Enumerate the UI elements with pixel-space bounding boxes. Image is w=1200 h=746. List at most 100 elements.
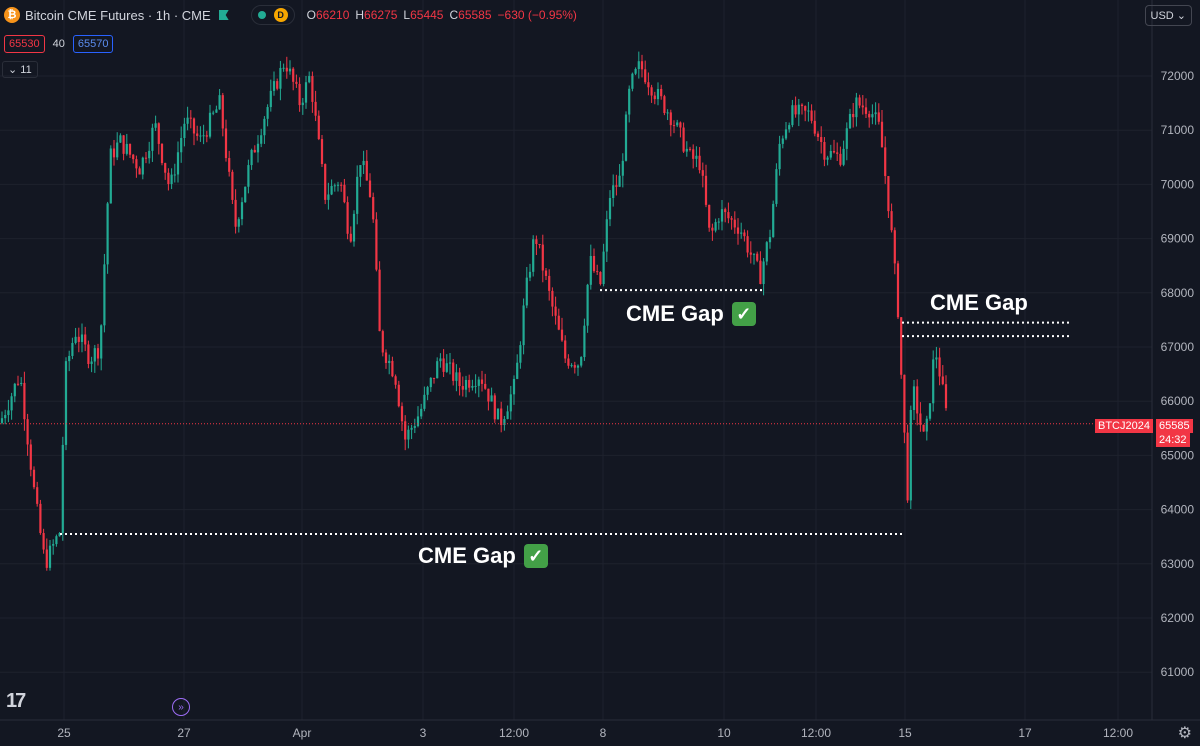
- candle-body: [784, 129, 788, 139]
- candle-body: [666, 112, 669, 114]
- candle-body: [180, 137, 183, 153]
- symbol-title[interactable]: Bitcoin CME Futures · 1h · CME: [25, 7, 211, 23]
- candle-body: [244, 186, 247, 203]
- candle-body: [432, 377, 436, 379]
- candle-body: [810, 110, 813, 121]
- candle-body: [503, 418, 506, 426]
- check-mark-icon: ✓: [731, 302, 756, 326]
- candle-body: [144, 157, 148, 159]
- candle-body: [480, 379, 484, 384]
- symbol-price-tag: BTCJ2024: [1095, 419, 1153, 433]
- price-tick-label: 64000: [1161, 503, 1195, 517]
- candle-body: [176, 152, 180, 175]
- grid-lines: [0, 0, 1152, 720]
- candle-body: [749, 252, 752, 255]
- candle-body: [935, 357, 938, 360]
- time-tick-label: 17: [1018, 726, 1032, 740]
- candle-body: [826, 157, 829, 160]
- candle-body: [669, 112, 672, 126]
- candle-body: [458, 372, 461, 387]
- candle-body: [109, 148, 112, 204]
- candle-body: [490, 395, 493, 402]
- candle-body: [276, 81, 279, 89]
- candle-body: [842, 148, 845, 165]
- price-axis[interactable]: 61000 62000 63000 64000 65000 66000 67000 68000…: [1161, 69, 1195, 679]
- candle-body: [148, 150, 151, 159]
- candle-body: [84, 334, 87, 345]
- goto-realtime-icon[interactable]: »: [172, 698, 190, 716]
- candle-body: [829, 151, 832, 158]
- candle-body: [682, 127, 685, 152]
- candle-body: [580, 357, 583, 366]
- candle-body: [218, 95, 221, 110]
- candle-body: [704, 175, 708, 205]
- candle-body: [317, 115, 320, 140]
- status-dot-icon: [257, 11, 266, 19]
- candle-body: [477, 379, 480, 386]
- candle-body: [637, 61, 640, 70]
- candle-body: [804, 106, 807, 111]
- candle-body: [621, 160, 624, 176]
- currency-selector[interactable]: USD ⌄: [1144, 5, 1192, 26]
- candle-body: [890, 211, 893, 231]
- time-tick-label: 12:00: [801, 726, 831, 740]
- candle-body: [724, 209, 727, 213]
- candle-body: [640, 61, 644, 70]
- candle-body: [471, 385, 474, 388]
- buy-button[interactable]: 65570: [72, 35, 114, 53]
- candle-body: [912, 386, 916, 411]
- candle-body: [525, 277, 528, 306]
- settings-gear-icon[interactable]: ⚙: [1177, 725, 1192, 742]
- candle-body: [573, 365, 576, 368]
- candle-body: [592, 255, 596, 272]
- sell-button[interactable]: 65530: [4, 35, 45, 53]
- candle-body: [916, 386, 919, 414]
- candle-body: [0, 418, 4, 423]
- candle-body: [919, 413, 922, 425]
- candle-body: [26, 419, 29, 445]
- candle-body: [887, 176, 890, 212]
- candle-body: [839, 153, 842, 165]
- candle-body: [132, 154, 135, 160]
- candle-body: [752, 253, 756, 255]
- candle-body: [231, 171, 234, 200]
- candle-body: [628, 88, 631, 115]
- candle-body: [509, 394, 512, 412]
- candle-body: [80, 334, 84, 342]
- candle-body: [884, 147, 887, 177]
- candle-body: [551, 290, 554, 307]
- candle-body: [212, 112, 215, 114]
- candle-body: [282, 67, 285, 69]
- price-tick-label: 65000: [1161, 448, 1195, 462]
- candle-body: [221, 95, 224, 129]
- time-axis[interactable]: 25 27 Apr 3 12:00 8 10 12:00 15 17 12:00: [57, 726, 1133, 740]
- candle-body: [394, 376, 397, 385]
- candle-body: [807, 110, 810, 112]
- candle-body: [496, 408, 500, 420]
- candle-body: [778, 143, 781, 170]
- candle-body: [762, 261, 765, 285]
- candle-body: [4, 415, 7, 419]
- indicators-toggle-button[interactable]: ⌄ 11: [2, 61, 38, 78]
- candle-body: [388, 360, 391, 363]
- candle-body: [375, 219, 378, 270]
- candle-body: [58, 533, 61, 537]
- candle-body: [42, 532, 45, 550]
- candle-body: [944, 384, 948, 409]
- tradingview-logo-icon[interactable]: 17: [6, 690, 26, 712]
- candle-body: [362, 160, 365, 166]
- candle-body: [788, 125, 791, 130]
- candle-body: [340, 184, 343, 186]
- candle-body: [880, 121, 884, 148]
- status-pill[interactable]: D: [250, 5, 295, 25]
- time-tick-label: 15: [898, 726, 912, 740]
- price-tick-label: 71000: [1161, 123, 1195, 137]
- candle-body: [797, 104, 800, 115]
- candle-body: [378, 269, 381, 332]
- candle-body: [800, 104, 804, 107]
- candle-body: [333, 185, 336, 187]
- candle-body: [528, 271, 532, 278]
- candle-body: [164, 163, 167, 173]
- candle-body: [618, 175, 621, 187]
